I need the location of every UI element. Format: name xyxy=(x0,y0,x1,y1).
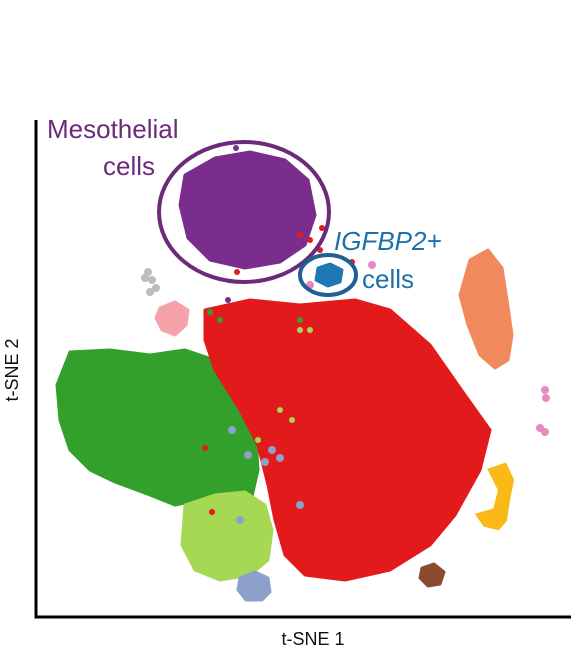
mesothelial-circle xyxy=(157,140,331,284)
lightblue-bottom-point xyxy=(296,501,304,509)
purple-top-point xyxy=(233,145,239,151)
magenta-small-point xyxy=(368,261,376,269)
red-large-point xyxy=(202,445,208,451)
orange-right-point xyxy=(482,347,488,353)
lightgreen-bottom-point xyxy=(307,327,313,333)
red-large-point xyxy=(234,269,240,275)
lightgreen-bottom-point xyxy=(277,407,283,413)
lightgreen-bottom-point xyxy=(255,437,261,443)
cluster-layer xyxy=(55,145,550,602)
green-left-point xyxy=(217,317,223,323)
green-left-point xyxy=(297,317,303,323)
red-large-point xyxy=(307,237,313,243)
green-left-point xyxy=(207,309,213,315)
lightblue-bottom-point xyxy=(228,426,236,434)
mesothelial-label-line1: Mesothelial xyxy=(47,114,179,144)
lightblue-bottom-point xyxy=(276,454,284,462)
orange-right-point xyxy=(492,352,498,358)
grey-small-point xyxy=(152,284,160,292)
lightblue-bottom-point xyxy=(261,458,269,466)
red-large-point xyxy=(319,225,325,231)
purple-top-cluster xyxy=(178,150,317,270)
lightgreen-bottom-point xyxy=(297,327,303,333)
igfbp2-label-line1: IGFBP2+ xyxy=(334,226,442,256)
red-large-cluster xyxy=(203,298,492,582)
magenta-small-point xyxy=(541,386,549,394)
purple-top-point xyxy=(225,297,231,303)
grey-small-point xyxy=(141,274,149,282)
red-large-point xyxy=(209,509,215,515)
green-left-point xyxy=(93,352,99,358)
orange-right-cluster xyxy=(458,248,514,370)
igfbp2-label-line2: cells xyxy=(362,264,414,294)
lightblue-bottom-cluster xyxy=(236,570,272,602)
magenta-small-point xyxy=(542,394,550,402)
x-axis-label: t-SNE 1 xyxy=(281,629,344,649)
mesothelial-label-line2: cells xyxy=(103,151,155,181)
grey-small-point xyxy=(146,288,154,296)
lightblue-bottom-point xyxy=(236,516,244,524)
red-large-point xyxy=(297,232,303,238)
grey-small-point xyxy=(144,268,152,276)
yellow-right-cluster xyxy=(474,462,515,531)
magenta-small-point xyxy=(541,428,549,436)
y-axis-label: t-SNE 2 xyxy=(2,338,22,401)
lightgreen-bottom-cluster xyxy=(180,490,274,582)
lightgreen-bottom-point xyxy=(289,417,295,423)
blue-small-cluster xyxy=(314,262,344,288)
pink-left-cluster xyxy=(154,300,190,337)
lightblue-bottom-point xyxy=(244,451,252,459)
axis-lines xyxy=(34,120,571,619)
grey-small-point xyxy=(148,276,156,284)
igfbp2-circle xyxy=(298,253,358,297)
brown-small-cluster xyxy=(418,562,446,588)
lightblue-bottom-point xyxy=(268,446,276,454)
